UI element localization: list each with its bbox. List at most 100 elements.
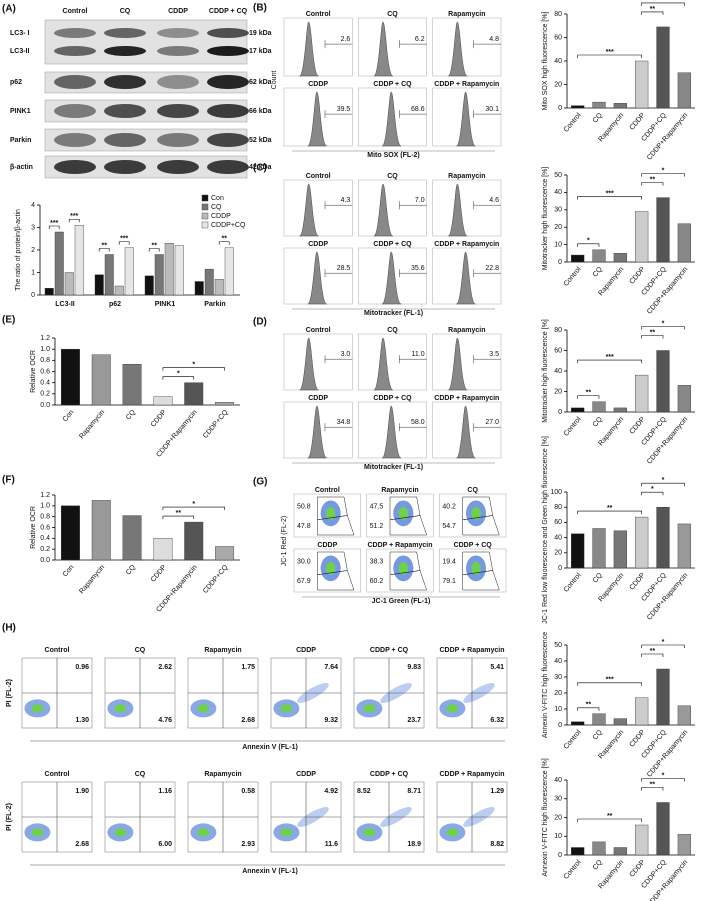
bar xyxy=(184,382,204,406)
plot-title: CDDP + Rapamycin xyxy=(434,241,499,248)
legend-label: Con xyxy=(211,195,224,202)
bar xyxy=(656,197,670,263)
quadrant-value: 4.92 xyxy=(324,788,338,795)
x-tick-label: CDDP xyxy=(150,409,168,429)
gate-value: 3.0 xyxy=(341,351,351,358)
x-tick-label: CQ xyxy=(592,572,604,585)
y-tick-label: 20 xyxy=(554,224,562,231)
y-tick-label: 30 xyxy=(554,207,562,214)
bar xyxy=(592,713,606,726)
significance-label: * xyxy=(662,772,665,779)
bar xyxy=(215,402,235,406)
gate xyxy=(473,355,501,364)
gate-value: 35.6 xyxy=(411,265,425,272)
y-tick-label: 10 xyxy=(554,706,562,713)
bar xyxy=(656,507,670,569)
plot-frame xyxy=(358,333,427,391)
dot-cloud-core xyxy=(363,828,376,837)
y-tick-label: 60 xyxy=(554,34,562,41)
gate-value: 11.0 xyxy=(412,351,425,358)
x-tick-label: Con xyxy=(62,409,76,423)
significance-label: ** xyxy=(607,813,613,820)
dot-cloud-core xyxy=(446,828,459,837)
quadrant-value: 2.68 xyxy=(75,841,89,848)
significance-label: * xyxy=(662,477,665,484)
dot-cloud-core xyxy=(280,828,293,837)
band xyxy=(157,75,199,89)
plot-title: CDDP xyxy=(296,647,316,654)
legend-label: CQ xyxy=(211,204,222,211)
blot-size: 19 kDa xyxy=(249,30,272,37)
bar xyxy=(60,505,80,561)
y-axis-label: Relative OCR xyxy=(30,350,37,393)
plot-title: Rapamycin xyxy=(448,327,485,334)
significance-label: ** xyxy=(650,329,656,336)
gate-value: 51.2 xyxy=(370,523,384,530)
y-tick-label: 1.0 xyxy=(40,346,50,353)
quadrant-value: 11.6 xyxy=(325,841,338,848)
quadrant-value: 23.7 xyxy=(407,717,421,724)
histogram xyxy=(373,183,394,237)
plot-title: Control xyxy=(306,11,331,18)
gate xyxy=(399,355,427,364)
quadrant-value: 5.41 xyxy=(490,664,504,671)
blot-size: 66 kDa xyxy=(249,108,272,115)
gate-value: 19.4 xyxy=(442,559,456,566)
dot-cloud-core xyxy=(398,506,409,520)
plot-frame xyxy=(432,17,502,77)
quadrant-lines xyxy=(22,782,92,852)
x-tick-label: p62 xyxy=(109,301,121,308)
plot-title: CDDP xyxy=(317,542,337,549)
significance-label: *** xyxy=(120,236,128,243)
gate-value: 79.1 xyxy=(442,578,456,585)
quadrant-value: 1.29 xyxy=(490,788,504,795)
bar xyxy=(677,523,691,569)
significance-label: ** xyxy=(650,6,656,13)
y-tick-label: 10 xyxy=(554,833,562,840)
x-tick-label: CDDP xyxy=(628,416,646,436)
y-tick-label: 0 xyxy=(558,259,562,266)
dot-cloud-core xyxy=(114,704,127,713)
significance-label: ** xyxy=(650,176,656,183)
bar xyxy=(571,721,585,726)
plot-title: CQ xyxy=(387,11,398,18)
significance-bracket xyxy=(641,182,664,186)
quadrant-lines xyxy=(271,658,341,728)
x-tick-label: CDDP+CQ xyxy=(202,564,230,595)
plot-frame xyxy=(283,179,353,237)
histogram xyxy=(448,21,468,77)
quadrant-value: 1.90 xyxy=(75,788,89,795)
bar xyxy=(94,274,104,296)
y-tick-label: 0.6 xyxy=(40,368,50,375)
significance-bracket xyxy=(98,248,110,252)
plot-title: CQ xyxy=(467,487,478,494)
x-tick-label: CQ xyxy=(125,564,137,577)
gate-value: 40.2 xyxy=(442,504,456,511)
bar xyxy=(144,275,154,296)
significance-bracket xyxy=(641,644,685,648)
gate xyxy=(324,269,353,278)
bar xyxy=(635,60,649,109)
gate-value: 50.8 xyxy=(297,504,311,511)
blot-label: Parkin xyxy=(10,137,31,144)
bar xyxy=(592,401,606,413)
x-tick-label: CDDP+Rapamycin xyxy=(646,266,689,316)
histogram xyxy=(381,251,402,305)
x-tick-label: Control xyxy=(563,416,583,438)
significance-label: * xyxy=(662,320,665,327)
bar xyxy=(122,364,142,406)
gate-value: 7.0 xyxy=(415,197,425,204)
significance-label: *** xyxy=(70,213,78,220)
gate-value: 4.6 xyxy=(489,197,499,204)
significance-label: *** xyxy=(606,677,614,684)
bar xyxy=(204,268,214,296)
bar xyxy=(613,103,627,109)
legend-swatch xyxy=(201,221,209,229)
plot-title: CDDP + CQ xyxy=(373,241,412,248)
significance-bracket xyxy=(641,2,685,6)
plot-frame xyxy=(358,179,427,237)
band xyxy=(104,46,146,56)
y-tick-label: 40 xyxy=(554,658,562,665)
quadrant-value: 9.32 xyxy=(324,717,338,724)
blot-size: 17 kDa xyxy=(249,48,272,55)
